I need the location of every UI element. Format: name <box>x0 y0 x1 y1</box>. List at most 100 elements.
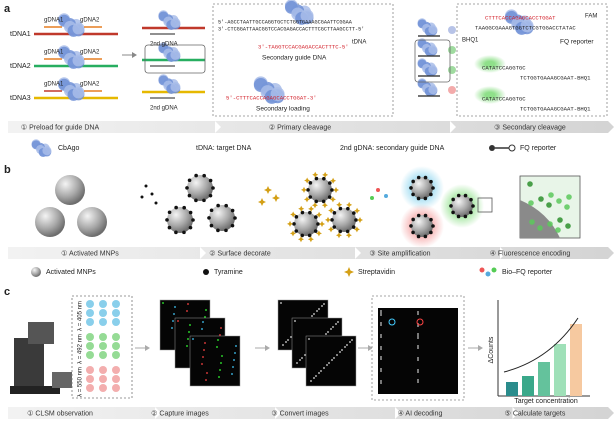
image-spot <box>220 327 222 329</box>
image-spot <box>202 356 204 358</box>
legend-mnp <box>31 267 41 277</box>
tyramine <box>429 192 433 197</box>
bead-image <box>86 309 94 317</box>
tyramine <box>224 228 228 233</box>
image-spot <box>187 338 189 340</box>
fq-label: FQ reporter <box>560 39 594 46</box>
legend-streptavidin <box>344 267 354 277</box>
tyramine <box>338 229 343 234</box>
streptavidin <box>335 232 342 239</box>
mnp <box>187 175 213 201</box>
streptavidin <box>264 186 272 194</box>
tyramine <box>429 179 433 184</box>
arrow <box>368 345 373 351</box>
image-spot <box>380 380 382 382</box>
tyramine <box>174 205 178 210</box>
bead-image <box>99 300 107 308</box>
bar <box>538 362 550 396</box>
microscope <box>28 322 54 344</box>
tyramine <box>411 230 415 235</box>
image-spot <box>177 320 179 322</box>
tyramine <box>216 203 220 208</box>
bar <box>554 344 566 396</box>
step-arrow <box>500 247 506 259</box>
reporter <box>555 227 561 233</box>
streptavidin <box>272 194 280 202</box>
image-spot <box>380 358 382 360</box>
legend-reporter <box>485 271 491 277</box>
bead-image <box>86 342 94 350</box>
mnp <box>451 195 473 217</box>
detect-ring <box>388 318 396 326</box>
image-spot <box>326 364 328 366</box>
bead-image <box>86 351 94 359</box>
bead-image <box>112 309 120 317</box>
image-spot <box>417 379 419 381</box>
tyramine <box>330 188 334 192</box>
image-spot <box>205 379 207 381</box>
image-spot <box>316 310 318 312</box>
fluorophore <box>448 46 456 54</box>
step-label: ③ Site amplification <box>369 249 430 257</box>
image-spot <box>287 339 289 341</box>
image-spot <box>321 305 323 307</box>
image-spot <box>417 335 419 337</box>
tyramine <box>208 193 213 198</box>
tyramine <box>429 217 433 222</box>
reporter <box>566 194 572 200</box>
bead-image <box>112 351 120 359</box>
image-spot <box>380 312 382 314</box>
image-spot <box>417 311 419 313</box>
cbago <box>300 9 314 23</box>
cbago <box>520 19 534 33</box>
reporter <box>528 200 534 206</box>
tyramine <box>423 213 428 218</box>
tyramine <box>327 195 332 199</box>
streptavidin <box>303 196 310 203</box>
legend-label: Activated MNPs <box>46 269 96 276</box>
bead-image <box>99 384 107 392</box>
sequence: TAAGGCGAAAGTGGTCTCGTGGACCTATAC <box>475 24 576 31</box>
legend-label: Bio–FQ reporter <box>502 269 553 276</box>
image-spot <box>202 321 204 323</box>
sequence: 3′-TAGGTCCACGAGACCACTTTC-5′ <box>258 43 349 50</box>
tyramine <box>150 192 154 196</box>
tyramine <box>411 179 415 184</box>
image-spot <box>335 323 337 325</box>
image-spot <box>285 341 287 343</box>
image-spot <box>380 334 382 336</box>
tyramine <box>456 214 461 219</box>
tyramine <box>306 188 310 192</box>
image-spot <box>417 369 419 371</box>
image-spot <box>205 309 207 311</box>
image-spot <box>203 349 205 351</box>
cbago <box>428 85 438 95</box>
image-spot <box>206 372 208 374</box>
tyramine <box>411 217 415 222</box>
image-spot <box>204 342 206 344</box>
step-label: ① CLSM observation <box>27 409 93 417</box>
image-spot <box>234 352 236 354</box>
reporter <box>564 204 570 210</box>
mnp <box>209 205 235 231</box>
tyramine <box>209 208 214 213</box>
tyramine <box>182 205 186 210</box>
bead-image <box>99 342 107 350</box>
image-spot <box>325 333 327 335</box>
tdna-label: tDNA1 <box>10 31 31 38</box>
reporter <box>370 196 374 200</box>
tyramine <box>409 186 413 190</box>
fluorophore <box>448 86 456 94</box>
tyramine <box>332 211 337 215</box>
step-label: ③ Convert images <box>271 409 329 417</box>
bead-image <box>112 342 120 350</box>
fluorophore <box>448 66 456 74</box>
legend-label: Tyramine <box>214 269 243 276</box>
tyramine <box>209 223 214 228</box>
streptavidin <box>297 236 304 243</box>
streptavidin <box>327 226 334 233</box>
fq-icon <box>489 145 495 151</box>
zoom-box <box>212 3 394 117</box>
image-spot <box>380 322 382 324</box>
